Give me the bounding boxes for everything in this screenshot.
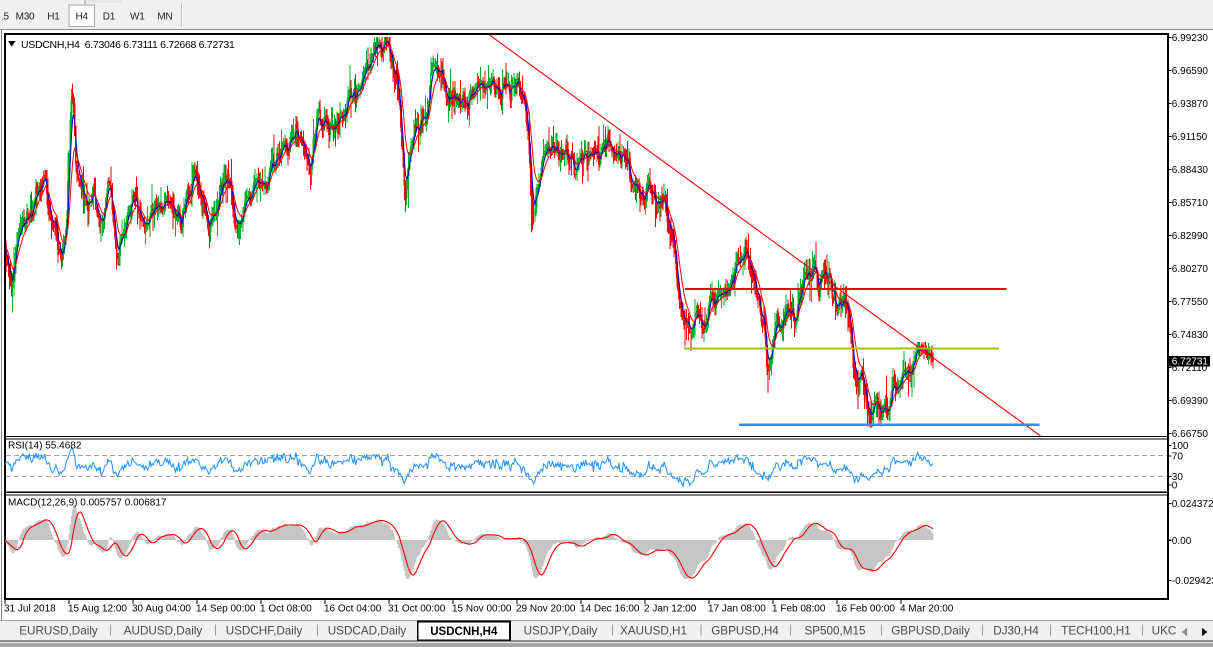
svg-text:31 Jul 2018: 31 Jul 2018 [4,604,56,615]
svg-text:GBPUSD,H4: GBPUSD,H4 [711,625,779,638]
svg-text:4 Mar 20:00: 4 Mar 20:00 [900,604,954,615]
svg-text:USDCAD,Daily: USDCAD,Daily [328,625,407,638]
svg-text:6.66750: 6.66750 [1172,429,1209,440]
svg-text:0.00: 0.00 [1172,536,1192,547]
svg-text:M30: M30 [16,11,35,22]
svg-text:EURUSD,Daily: EURUSD,Daily [19,625,98,638]
svg-text:6.74830: 6.74830 [1172,330,1209,341]
svg-text:16 Oct 04:00: 16 Oct 04:00 [324,604,382,615]
svg-text:29 Nov 20:00: 29 Nov 20:00 [516,604,576,615]
svg-text:AUDUSD,Daily: AUDUSD,Daily [124,625,203,638]
svg-text:15 Nov 00:00: 15 Nov 00:00 [452,604,512,615]
svg-text:6.72110: 6.72110 [1172,363,1208,374]
svg-text:USDJPY,Daily: USDJPY,Daily [524,625,598,638]
svg-text:H1: H1 [47,11,60,22]
svg-text:70: 70 [1172,452,1184,463]
svg-text:M15: M15 [0,11,9,22]
svg-text:15 Aug 12:00: 15 Aug 12:00 [68,604,127,615]
svg-text:30: 30 [1172,472,1184,483]
svg-text:XAUUSD,H1: XAUUSD,H1 [620,625,687,638]
svg-text:6.99230: 6.99230 [1172,33,1209,44]
svg-text:0: 0 [1172,481,1178,492]
svg-text:6.85710: 6.85710 [1172,198,1209,209]
svg-text:17 Jan 08:00: 17 Jan 08:00 [708,604,766,615]
svg-text:6.77550: 6.77550 [1172,297,1209,308]
svg-text:6.96590: 6.96590 [1172,66,1209,77]
svg-text:USDCHF,Daily: USDCHF,Daily [226,625,303,638]
svg-text:6.80270: 6.80270 [1172,264,1209,275]
svg-text:MACD(12,26,9) 0.005757 0.00681: MACD(12,26,9) 0.005757 0.006817 [8,498,167,509]
svg-text:14 Sep 00:00: 14 Sep 00:00 [196,604,256,615]
svg-text:6.93870: 6.93870 [1172,99,1209,110]
svg-text:14 Dec 16:00: 14 Dec 16:00 [580,604,640,615]
svg-text:6.91150: 6.91150 [1172,132,1208,143]
svg-text:DJ30,H4: DJ30,H4 [993,625,1039,638]
svg-text:SP500,M15: SP500,M15 [804,625,866,638]
svg-text:TECH100,H1: TECH100,H1 [1061,625,1131,638]
svg-text:H4: H4 [76,11,89,22]
svg-text:MN: MN [157,11,172,22]
svg-text:GBPUSD,Daily: GBPUSD,Daily [891,625,970,638]
svg-text:D1: D1 [103,11,116,22]
svg-text:-0.029423: -0.029423 [1172,576,1213,587]
svg-text:1 Oct 08:00: 1 Oct 08:00 [260,604,312,615]
svg-text:16 Feb 00:00: 16 Feb 00:00 [836,604,895,615]
svg-text:0.024372: 0.024372 [1172,499,1213,510]
svg-text:UKC: UKC [1152,625,1177,638]
svg-text:1 Feb 08:00: 1 Feb 08:00 [772,604,826,615]
svg-text:31 Oct 00:00: 31 Oct 00:00 [388,604,446,615]
svg-text:6.82990: 6.82990 [1172,231,1209,242]
svg-text:6.69390: 6.69390 [1172,396,1209,407]
svg-text:6.88430: 6.88430 [1172,165,1209,176]
svg-text:6.72731: 6.72731 [1172,356,1209,367]
svg-text:USDCNH,H4: USDCNH,H4 [430,626,498,638]
svg-text:USDCNH,H4 6.73046 6.73111 6.7: USDCNH,H4 6.73046 6.73111 6.72668 6.7273… [21,39,235,51]
svg-text:RSI(14) 55.4682: RSI(14) 55.4682 [8,441,82,452]
svg-text:2 Jan 12:00: 2 Jan 12:00 [644,604,697,615]
svg-text:W1: W1 [130,11,145,22]
svg-text:30 Aug 04:00: 30 Aug 04:00 [132,604,191,615]
svg-text:100: 100 [1172,441,1189,452]
